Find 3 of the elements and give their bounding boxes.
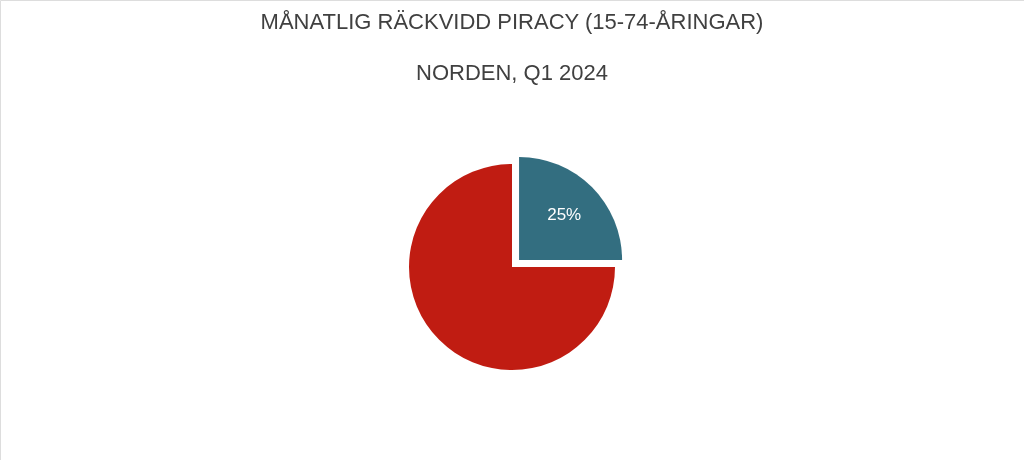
data-label: 25% bbox=[547, 204, 582, 224]
chart-title: MÅNATLIG RÄCKVIDD PIRACY (15-74-ÅRINGAR) bbox=[260, 9, 764, 34]
chart-subtitle: NORDEN, Q1 2024 bbox=[416, 60, 608, 85]
